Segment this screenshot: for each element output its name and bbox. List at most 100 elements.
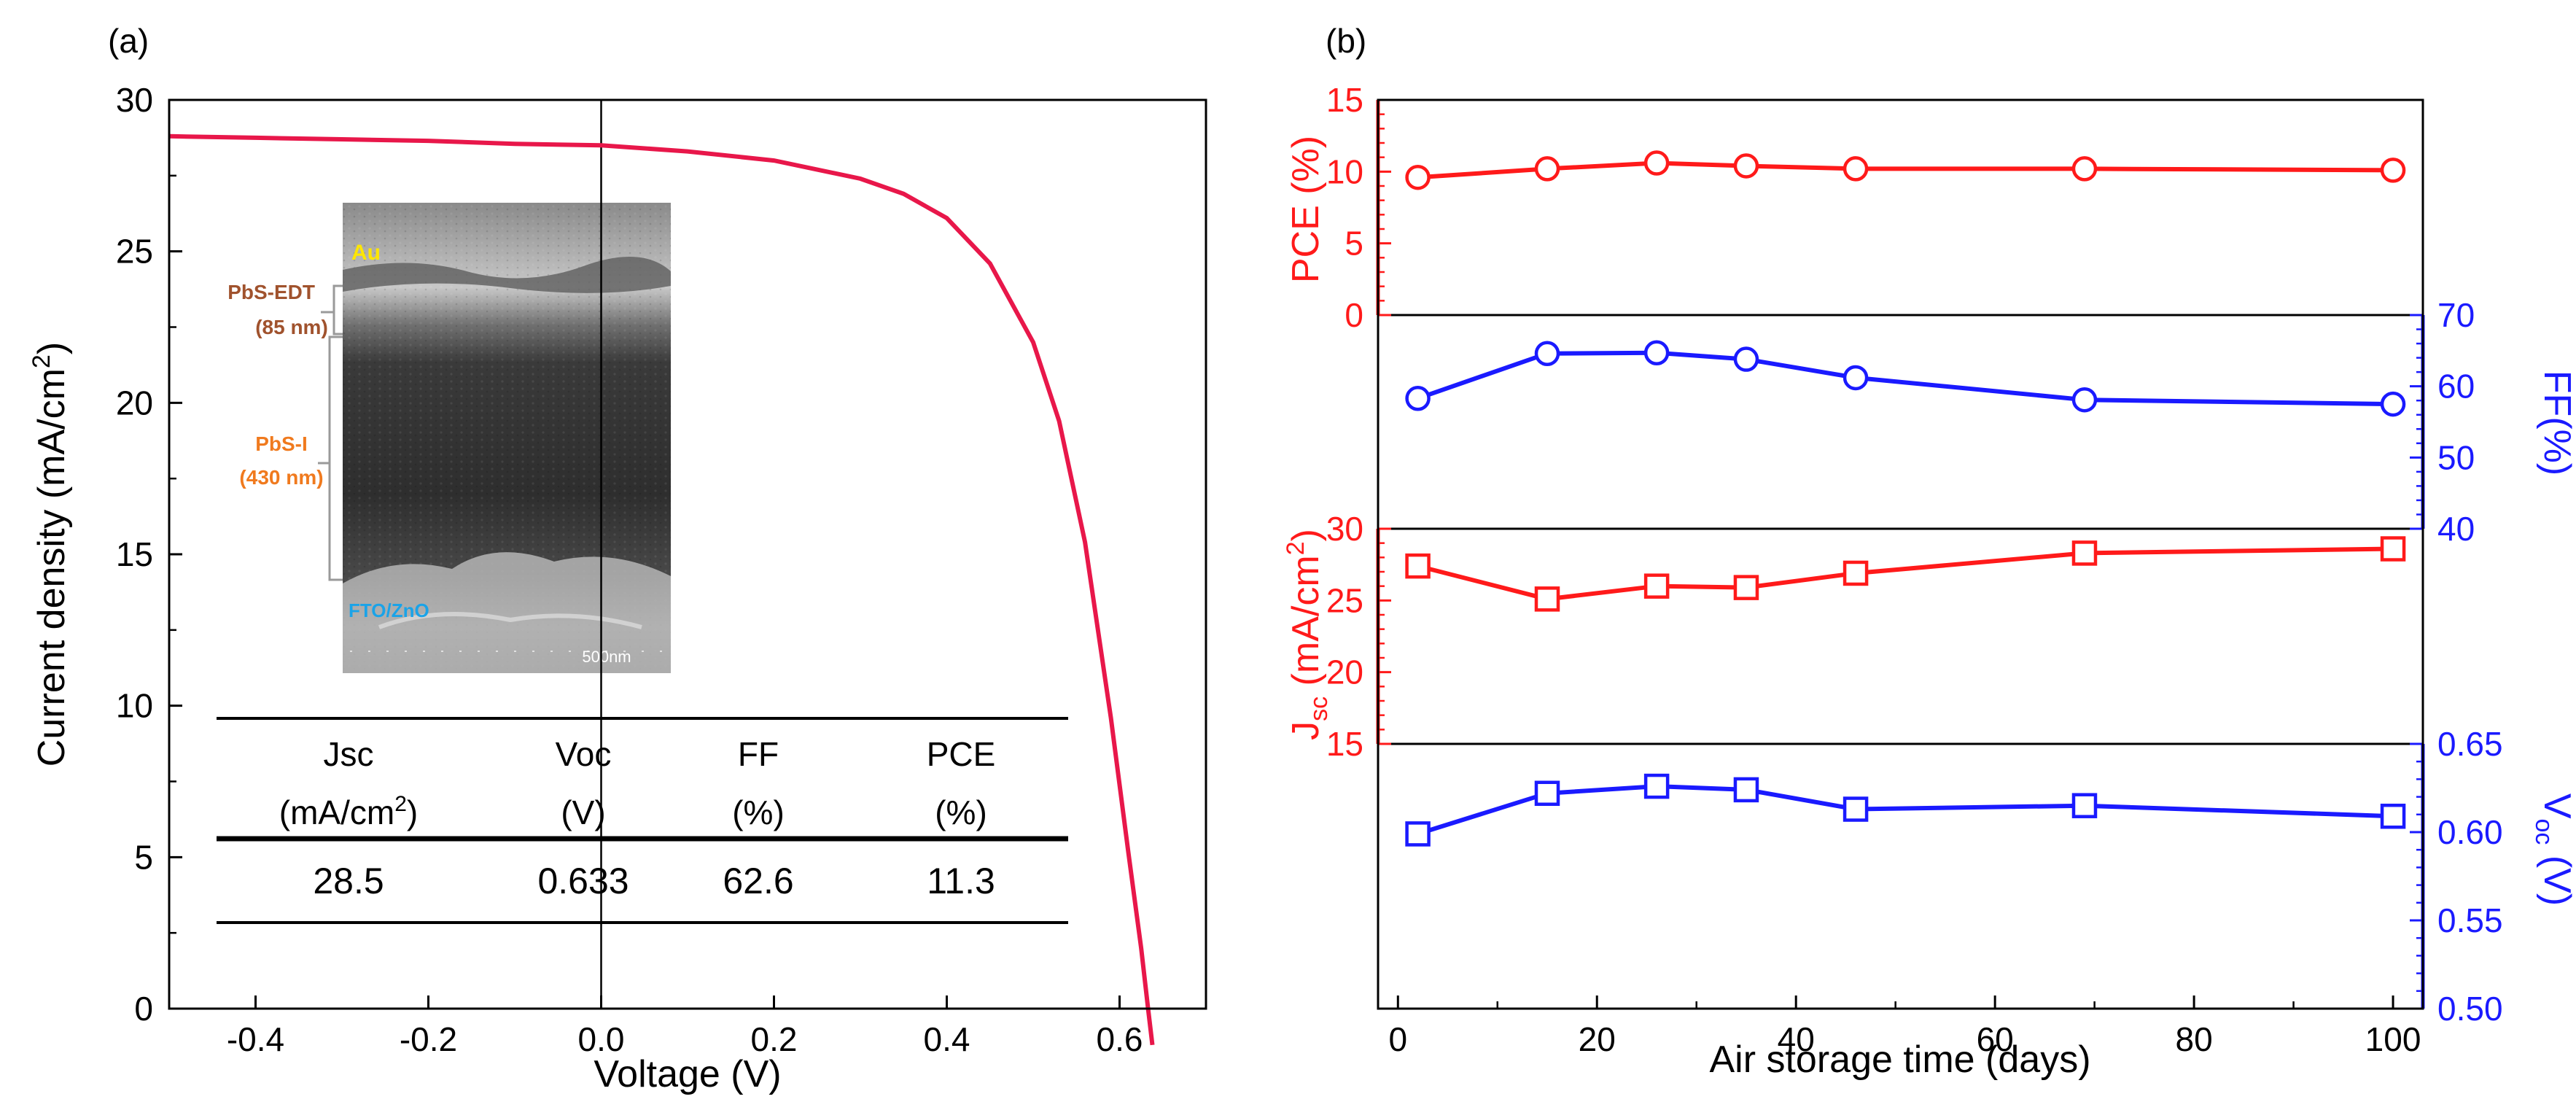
x-tick-label: -0.2	[400, 1020, 457, 1058]
ylabel-pce: PCE (%)	[1285, 136, 1327, 283]
ff-y-tick-label: 40	[2437, 510, 2475, 548]
table-header-jsc: Jsc	[324, 735, 374, 773]
y-tick-label: 20	[116, 384, 153, 422]
y-tick-label: 5	[134, 838, 153, 876]
pce-data-point	[1842, 156, 1869, 182]
sem-label-fto-zno: FTO/ZnO	[349, 599, 429, 621]
ff-data-point	[1733, 346, 1759, 372]
jv-curve-line	[168, 133, 1155, 1046]
y-tick-label: 0	[134, 990, 153, 1028]
sem-label-pbs-edt: PbS-EDT	[227, 281, 315, 303]
plot-b-frame	[1377, 98, 2424, 1010]
y-tick-label: 15	[116, 535, 153, 573]
panel-b: (b) 0 20 40 60 80 100 0 5 10 15 40 50 60 70 15 20 25 30 0.…	[1282, 22, 2576, 1081]
jsc-data-point	[2380, 536, 2406, 562]
ylabel-ff: FF(%)	[2536, 370, 2576, 476]
table-unit-pce: (%)	[935, 793, 987, 831]
y-tick-label: 30	[116, 81, 153, 119]
jsc-data-point	[1534, 586, 1560, 612]
ff-y-tick-label: 50	[2437, 438, 2475, 476]
jsc-y-tick-label: 30	[1326, 510, 1363, 548]
sem-scale-bar-label: 500nm	[582, 648, 631, 666]
results-table: Jsc Voc FF PCE (mA/cm2) (V) (%) (%) 28.5…	[217, 717, 1068, 924]
jsc-data-point	[1643, 573, 1670, 599]
pce-y-tick-label: 5	[1345, 225, 1363, 263]
sem-label-pbs-edt-thickness: (85 nm)	[255, 316, 328, 338]
b-x-tick-label: 80	[2176, 1020, 2213, 1058]
table-value-pce: 11.3	[927, 861, 995, 901]
table-header-voc: Voc	[556, 735, 612, 773]
table-value-jsc: 28.5	[313, 861, 384, 901]
jsc-data-point	[2071, 540, 2098, 566]
x-tick-label: 0.2	[751, 1020, 798, 1058]
jsc-y-tick-label: 25	[1326, 581, 1363, 619]
pce-y-tick-label: 0	[1345, 296, 1363, 334]
ff-data-point	[1643, 340, 1670, 366]
voc-data-point	[2380, 803, 2406, 829]
jsc-data-point	[1733, 575, 1759, 600]
sem-label-pbs-i: PbS-I	[255, 432, 308, 455]
ff-data-point	[1405, 386, 1431, 411]
ff-data-point	[2071, 387, 2098, 413]
ylabel-voc: Voc (V)	[2530, 793, 2576, 906]
voc-data-point	[2071, 793, 2098, 818]
jsc-data-point	[1405, 553, 1431, 579]
plot-a-frame	[168, 98, 1207, 1010]
panel-b-label: (b)	[1326, 22, 1366, 60]
ylabel-jsc: Jsc (mA/cm2)	[1282, 529, 1333, 740]
table-header-pce: PCE	[927, 735, 996, 773]
sem-label-au: Au	[351, 241, 381, 265]
jsc-series-line	[1417, 546, 2394, 602]
pce-y-tick-label: 15	[1326, 81, 1363, 119]
b-x-tick-label: 0	[1388, 1020, 1407, 1058]
voc-data-point	[1405, 821, 1431, 847]
jsc-y-tick-label: 20	[1326, 653, 1363, 691]
b-x-tick-label: 40	[1778, 1020, 1815, 1058]
jsc-data-point	[1842, 560, 1869, 586]
pce-data-point	[2071, 156, 2098, 182]
voc-data-point	[1733, 777, 1759, 803]
voc-data-point	[1534, 780, 1560, 807]
x-tick-label: 0.4	[924, 1020, 970, 1058]
x-tick-label: 0.6	[1097, 1020, 1143, 1058]
pce-y-tick-label: 10	[1326, 152, 1363, 190]
b-x-tick-label: 100	[2365, 1020, 2421, 1058]
plot-a-ylabel: Current density (mA/cm2)	[28, 342, 73, 766]
jsc-y-tick-label: 15	[1326, 725, 1363, 763]
y-tick-label: 25	[116, 233, 153, 271]
y-tick-label: 10	[116, 687, 153, 725]
pce-data-point	[1643, 150, 1670, 176]
table-header-ff: FF	[738, 735, 779, 773]
table-unit-voc: (V)	[561, 793, 605, 831]
sem-inset-image: Au PbS-EDT (85 nm) PbS-I (430 nm) FTO/Zn…	[227, 203, 671, 673]
ff-series-line	[1417, 350, 2394, 407]
table-value-voc: 0.633	[537, 861, 629, 901]
ff-y-tick-label: 60	[2437, 368, 2475, 405]
panel-a: (a) Au PbS-EDT (85 nm) PbS-I (430 nm) FT…	[28, 22, 1207, 1095]
plot-a-xlabel: Voltage (V)	[594, 1053, 781, 1095]
ff-data-point	[1842, 365, 1869, 391]
table-unit-ff: (%)	[732, 793, 785, 831]
pce-data-point	[2380, 158, 2406, 183]
voc-y-tick-label: 0.65	[2437, 725, 2503, 763]
pce-data-point	[1405, 164, 1431, 190]
table-value-ff: 62.6	[723, 861, 793, 901]
pce-data-point	[1534, 156, 1560, 182]
voc-series-line	[1417, 784, 2394, 837]
x-tick-label: 0.0	[578, 1020, 625, 1058]
sem-label-pbs-i-thickness: (430 nm)	[239, 466, 323, 489]
voc-data-point	[1842, 796, 1869, 822]
voc-y-tick-label: 0.50	[2437, 990, 2503, 1028]
voc-y-tick-label: 0.60	[2437, 813, 2503, 851]
table-unit-jsc: (mA/cm2)	[279, 792, 418, 831]
panel-a-label: (a)	[108, 22, 149, 60]
b-x-tick-label: 60	[1977, 1020, 2014, 1058]
ff-data-point	[1534, 341, 1560, 366]
x-tick-label: -0.4	[227, 1020, 284, 1058]
voc-data-point	[1643, 773, 1670, 799]
pce-series-line	[1417, 160, 2394, 180]
voc-y-tick-label: 0.55	[2437, 901, 2503, 939]
pce-data-point	[1733, 153, 1759, 179]
b-x-tick-label: 20	[1579, 1020, 1616, 1058]
